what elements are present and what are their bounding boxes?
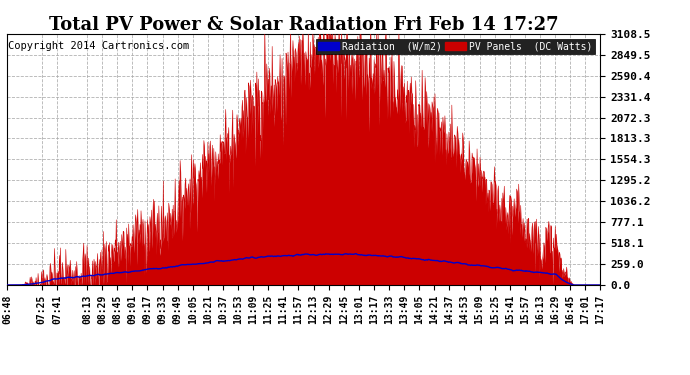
Legend: Radiation  (W/m2), PV Panels  (DC Watts): Radiation (W/m2), PV Panels (DC Watts) bbox=[315, 39, 595, 54]
Text: Copyright 2014 Cartronics.com: Copyright 2014 Cartronics.com bbox=[8, 41, 189, 51]
Title: Total PV Power & Solar Radiation Fri Feb 14 17:27: Total PV Power & Solar Radiation Fri Feb… bbox=[49, 16, 558, 34]
